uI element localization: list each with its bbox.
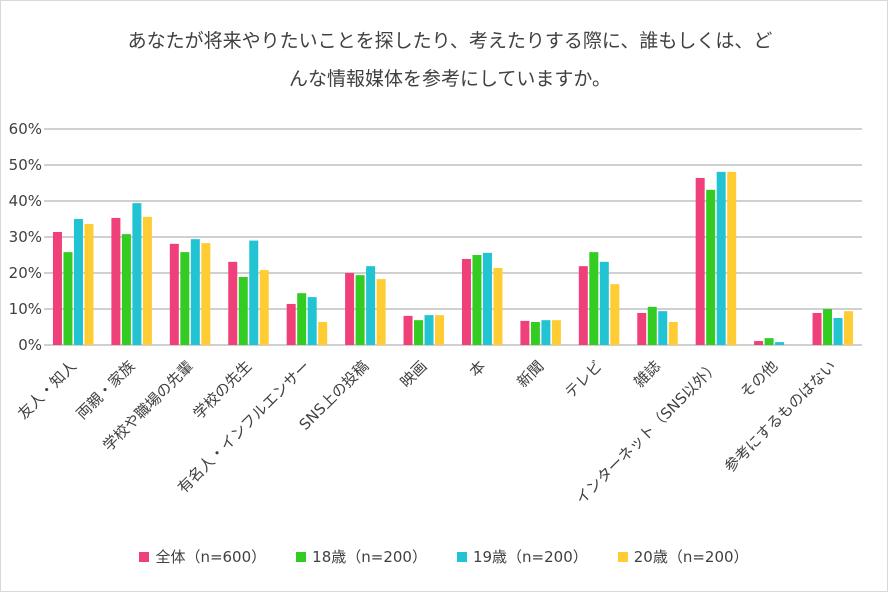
legend-label: 18歳（n=200） (312, 548, 427, 566)
bar (637, 312, 647, 345)
bar (249, 240, 259, 345)
legend-item: 19歳（n=200） (456, 546, 588, 567)
bar (286, 303, 296, 345)
bar (668, 321, 678, 345)
legend: 全体（n=600） 18歳（n=200） 19歳（n=200） 20歳（n=200） (0, 546, 888, 567)
legend-label: 19歳（n=200） (472, 548, 588, 566)
legend-swatch (139, 551, 150, 562)
bar (132, 203, 142, 345)
bar (472, 255, 482, 345)
legend-item: 18歳（n=200） (296, 546, 427, 567)
bar (812, 312, 822, 345)
chart-title: あなたが将来やりたいことを探したり、考えたりする際に、誰もしくは、ど んな情報媒… (90, 22, 810, 98)
bar (169, 243, 179, 345)
bar (180, 252, 190, 345)
legend-label: 全体（n=600） (155, 548, 267, 566)
bar (727, 171, 737, 345)
chart-title-line-1: あなたが将来やりたいことを探したり、考えたりする際に、誰もしくは、ど (127, 30, 773, 52)
legend-swatch (617, 551, 628, 562)
y-tick-label: 30% (9, 228, 42, 246)
bar (706, 189, 716, 345)
bar (201, 243, 211, 345)
y-tick-label: 60% (9, 120, 42, 138)
bar (403, 315, 413, 345)
bar (228, 261, 238, 345)
legend-swatch (456, 551, 467, 562)
bar (695, 177, 705, 345)
bar (551, 320, 561, 345)
bar (520, 320, 530, 345)
bar (345, 273, 355, 345)
y-tick-label: 20% (9, 264, 42, 282)
bar (307, 297, 317, 345)
legend-label: 20歳（n=200） (633, 548, 749, 566)
bar (52, 231, 62, 345)
bar (73, 219, 83, 345)
bar (764, 338, 774, 345)
bar (366, 266, 376, 345)
x-tick-label: 映画 (397, 357, 431, 391)
bar (84, 224, 94, 345)
bar (610, 284, 620, 345)
x-tick-label: 参考にするものはない (721, 357, 840, 476)
legend-item: 20歳（n=200） (617, 546, 749, 567)
bar (599, 261, 609, 345)
bar (142, 216, 152, 345)
chart-title-line-2: んな情報媒体を参考にしていますか。 (288, 68, 612, 90)
bar (190, 239, 200, 345)
bar (318, 321, 328, 345)
bar (589, 252, 599, 345)
bar (716, 171, 726, 345)
x-tick-label: 新聞 (514, 357, 548, 391)
bar (238, 276, 248, 345)
bar (578, 266, 588, 345)
bar (435, 315, 445, 345)
bar (530, 321, 540, 345)
y-tick-label: 10% (9, 300, 42, 318)
bar (121, 234, 131, 345)
bar (775, 342, 785, 345)
x-tick-label: 友人・知人 (14, 357, 80, 423)
bar (482, 252, 492, 345)
bar (414, 320, 424, 345)
x-tick-label: その他 (737, 357, 782, 402)
bar (259, 270, 269, 345)
bar (376, 279, 386, 345)
bar (493, 267, 503, 345)
x-tick-label: テレビ (561, 357, 606, 402)
bar (297, 293, 307, 345)
legend-item: 全体（n=600） (139, 546, 266, 567)
bar (424, 315, 434, 345)
y-tick-label: 50% (9, 156, 42, 174)
bar (355, 275, 365, 345)
legend-swatch (296, 551, 307, 562)
bar (658, 311, 668, 345)
bar (541, 320, 551, 345)
bar (63, 252, 73, 345)
bar (823, 309, 833, 345)
bar (461, 258, 471, 345)
bar (833, 318, 843, 345)
bar (647, 306, 657, 345)
x-tick-label: 雑誌 (630, 357, 664, 391)
x-tick-label: 本 (466, 357, 489, 380)
bar (111, 217, 121, 345)
y-tick-label: 0% (18, 336, 42, 354)
bar (844, 311, 854, 345)
bar (754, 341, 764, 345)
y-tick-label: 40% (9, 192, 42, 210)
